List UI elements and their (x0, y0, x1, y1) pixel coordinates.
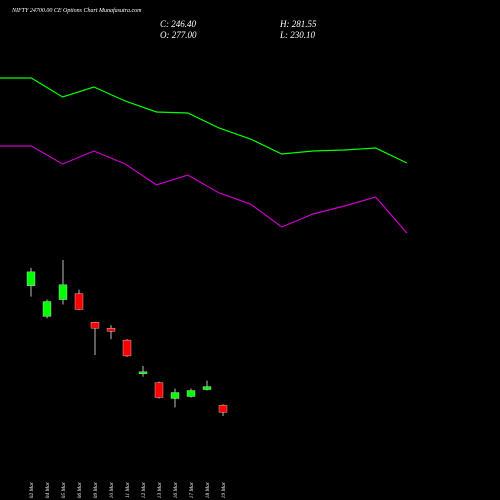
candle-body (58, 284, 68, 300)
chart-title: NIFTY 24700.00 CE Options Chart Munafasu… (11, 7, 142, 14)
x-tick-label: 12 Mar (141, 481, 147, 498)
candle-body (74, 293, 84, 310)
x-tick-label: 10 Mar (109, 481, 115, 498)
x-tick-label: 05 Mar (61, 481, 67, 498)
x-tick-label: 17 Mar (189, 481, 195, 498)
candle-body (90, 322, 100, 329)
x-tick-label: 13 Mar (157, 481, 163, 498)
x-tick-label: 19 Mar (221, 481, 227, 498)
candle-body (202, 386, 212, 390)
candle-body (106, 328, 116, 332)
x-tick-label: 06 Mar (77, 481, 83, 498)
x-tick-label: 18 Mar (205, 481, 211, 498)
x-tick-label: 04 Mar (44, 481, 51, 498)
candle-body (218, 405, 228, 413)
open-label: O: 277.00 (160, 30, 197, 40)
high-label: H: 281.55 (279, 19, 317, 29)
candle-body (26, 271, 36, 286)
candle-body (154, 382, 164, 398)
candle-body (138, 371, 148, 374)
candle-body (170, 392, 180, 399)
candle-body (186, 390, 196, 397)
close-label: C: 246.40 (160, 19, 197, 29)
candle-body (42, 301, 52, 317)
indicator-line (0, 145, 408, 234)
x-tick-label: 09 Mar (93, 481, 99, 498)
x-tick-label: 11 Mar (125, 481, 131, 498)
x-tick-label: 16 Mar (173, 481, 179, 498)
indicator-line (0, 77, 408, 164)
low-label: L: 230.10 (279, 30, 316, 40)
x-tick-label: 02 Mar (29, 481, 35, 498)
candle-body (122, 339, 132, 357)
